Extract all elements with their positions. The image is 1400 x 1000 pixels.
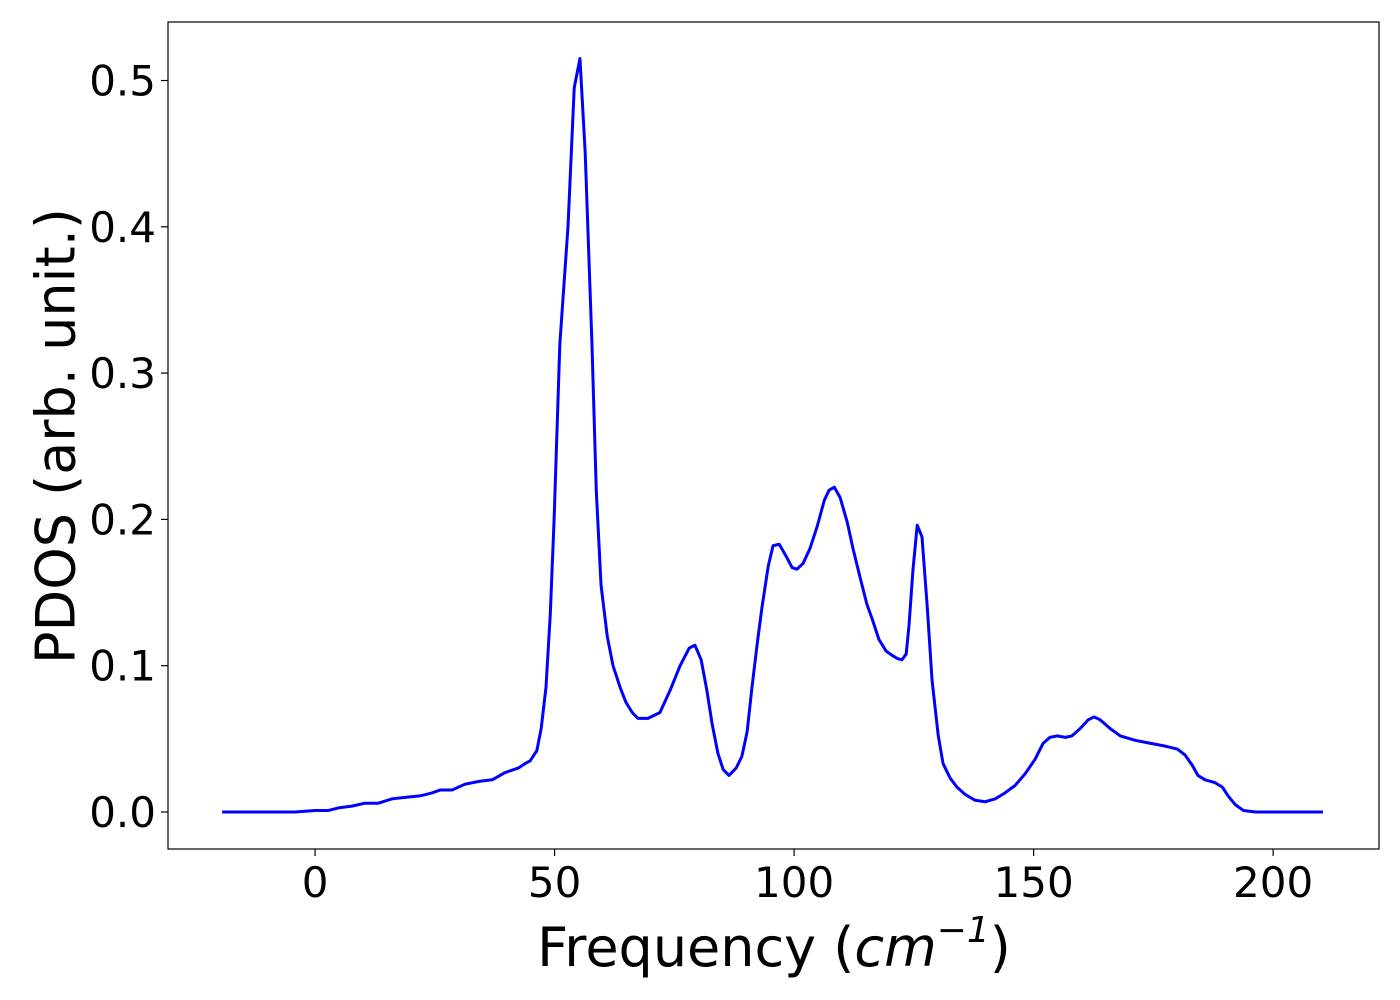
y-tick-label: 0.0 (89, 788, 156, 837)
y-tick-label: 0.5 (89, 57, 156, 106)
x-tick-label: 200 (1233, 858, 1313, 907)
y-tick-label: 0.3 (89, 349, 156, 398)
x-tick-label: 0 (302, 858, 329, 907)
x-axis-label: Frequency (cm−1) (537, 910, 1011, 979)
x-tick-label: 50 (528, 858, 581, 907)
x-label-exponent: −1 (937, 910, 990, 951)
y-tick-label: 0.1 (89, 642, 156, 691)
y-axis-label: PDOS (arb. unit.) (25, 208, 88, 664)
y-tick-label: 0.4 (89, 203, 156, 252)
plot-frame (167, 21, 1380, 850)
x-label-text: Frequency ( (537, 916, 854, 979)
x-label-unit: cm (854, 916, 936, 979)
y-tick-label: 0.2 (89, 495, 156, 544)
x-tick-label: 100 (754, 858, 834, 907)
x-tick-label: 150 (994, 858, 1074, 907)
x-label-close: ) (990, 916, 1011, 979)
line-series (222, 57, 1323, 814)
